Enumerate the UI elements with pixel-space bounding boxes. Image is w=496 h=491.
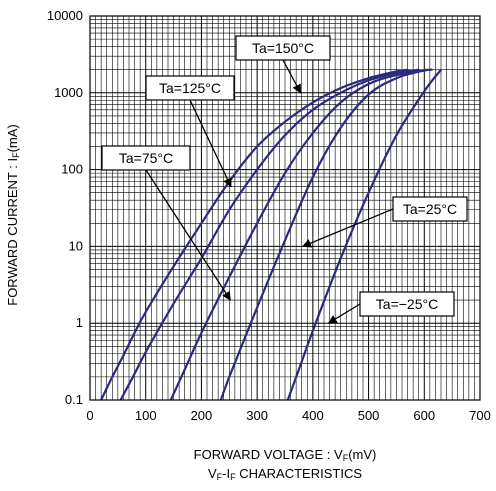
annotation-arrow [145,169,231,301]
x-axis-title: FORWARD VOLTAGE : VF(mV) [193,447,377,463]
annotations: Ta=150°C Ta=125°C Ta=75°C Ta=25°C Ta=−25°C [101,35,468,324]
y-tick-label: 1000 [54,85,83,100]
annotation-box [359,291,455,317]
x-tick-label: 500 [358,408,380,423]
x-tick-label: 600 [413,408,435,423]
annotation-label: Ta=75°C [119,150,173,166]
annotation-label: Ta=150°C [252,40,314,56]
annotation-label: Ta=25°C [403,201,457,217]
annotation-box [392,196,468,222]
x-tick-label: 0 [86,408,93,423]
curve-series-2 [169,68,428,401]
annotation-arrow [282,59,302,94]
x-tick-label: 700 [469,408,491,423]
x-tick-label: 400 [302,408,324,423]
annotation-label: Ta=−25°C [376,296,438,312]
chart-caption: VF-IF CHARACTERISTICS [207,466,363,482]
y-tick-labels: 0.1 1 10 100 1000 10000 [47,8,83,407]
annotation-label: Ta=125°C [159,80,221,96]
plot-frame [89,15,481,401]
y-tick-label: 100 [61,162,83,177]
annotation-box [145,75,235,101]
curve-series-1 [119,68,419,401]
x-tick-label: 200 [191,408,213,423]
y-tick-label: 1 [76,315,83,330]
annotation-arrow [327,303,361,324]
annotation-arrow [189,99,232,188]
x-tick-label: 100 [135,408,157,423]
plot-border [89,15,481,401]
x-tick-labels: 0 100 200 300 400 500 600 700 [86,408,490,423]
y-tick-label: 10000 [47,8,83,23]
curve-series-4 [286,69,442,401]
annotation-box [235,35,331,61]
y-tick-label: 0.1 [65,392,83,407]
curves [100,68,442,401]
annotation-box [101,145,191,171]
y-axis-title: FORWARD CURRENT : IF(mA) [5,124,21,306]
y-tick-label: 10 [69,238,83,253]
annotation-arrow [301,208,394,248]
curve-series-3 [219,68,433,401]
x-tick-label: 300 [246,408,268,423]
